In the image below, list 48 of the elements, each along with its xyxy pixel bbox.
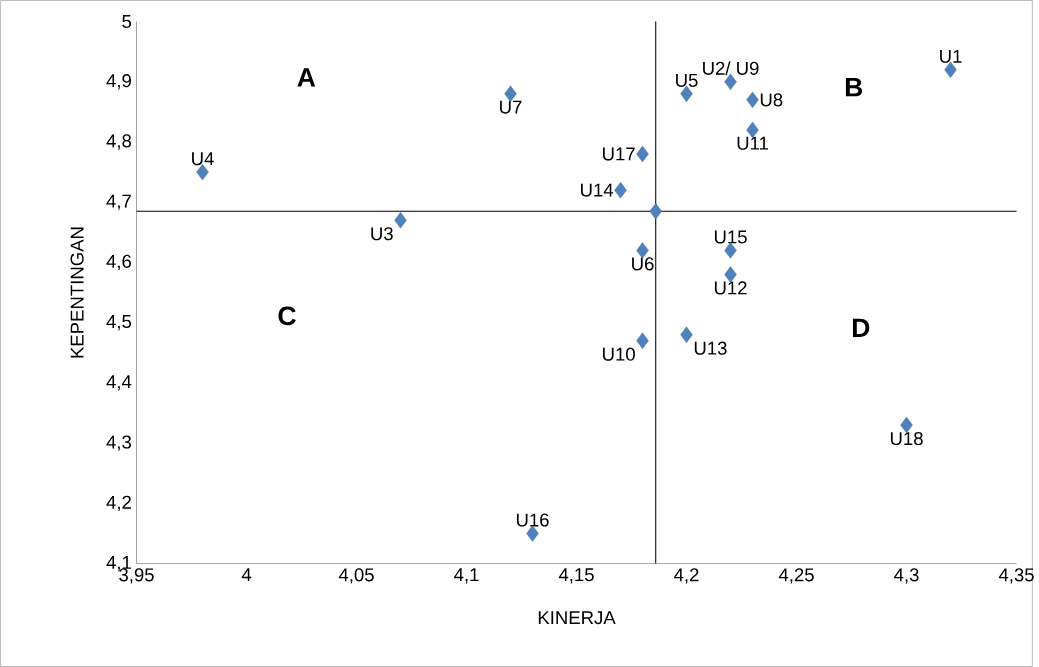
y-tick-label: 4,8 xyxy=(106,134,132,150)
annotation: U12 xyxy=(714,281,747,295)
annotation: U3 xyxy=(371,227,393,241)
point xyxy=(724,73,737,90)
annotation: U15 xyxy=(714,230,747,244)
annotation: U18 xyxy=(890,431,923,446)
annotation: U4 xyxy=(192,152,214,166)
y-tick-label: 4,4 xyxy=(106,375,132,391)
y-tick-label: 4,6 xyxy=(106,254,132,271)
annotation: U17 xyxy=(603,147,635,161)
annotation: A xyxy=(297,68,316,87)
y-tick-label: 4,3 xyxy=(106,435,132,451)
annotation: D xyxy=(852,318,870,337)
annotation: U7 xyxy=(500,100,522,114)
x-tick-label: 4,15 xyxy=(558,568,594,584)
y-tick-label: 4,5 xyxy=(106,315,132,331)
annotation: U6 xyxy=(632,257,654,271)
annotation: U14 xyxy=(581,183,614,197)
point xyxy=(614,182,627,199)
annotation: C xyxy=(278,306,296,326)
y-axis-title: KEPENTINGAN xyxy=(70,227,84,358)
y-tick-label: 4,7 xyxy=(106,194,131,210)
x-tick-label: 4,25 xyxy=(778,568,814,584)
annotation: U2/ U9 xyxy=(703,61,759,75)
point xyxy=(649,203,662,220)
x-axis-title: KINERJA xyxy=(538,611,616,625)
point xyxy=(636,145,649,163)
point xyxy=(746,91,759,108)
y-tick-label: 4,9 xyxy=(106,74,131,90)
x-tick-label: 4,1 xyxy=(454,568,479,584)
annotation: U11 xyxy=(737,136,768,150)
y-tick-label: 4,2 xyxy=(106,495,131,512)
annotation: U16 xyxy=(516,513,549,527)
annotation: U5 xyxy=(676,73,698,87)
y-tick-label: 5 xyxy=(122,15,132,29)
x-tick-label: 4,35 xyxy=(998,568,1034,584)
x-tick-label: 4,2 xyxy=(674,568,699,584)
point xyxy=(636,332,649,349)
point xyxy=(394,212,407,229)
x-tick-label: 4 xyxy=(241,568,252,582)
x-tick-label: 4,3 xyxy=(894,568,919,584)
annotation: U10 xyxy=(603,347,635,361)
annotation: B xyxy=(845,78,863,97)
point xyxy=(680,326,693,343)
x-tick-label: 4,05 xyxy=(338,568,374,584)
annotation: U1 xyxy=(940,49,962,63)
annotation: U8 xyxy=(760,93,783,107)
annotation: U13 xyxy=(694,341,727,355)
